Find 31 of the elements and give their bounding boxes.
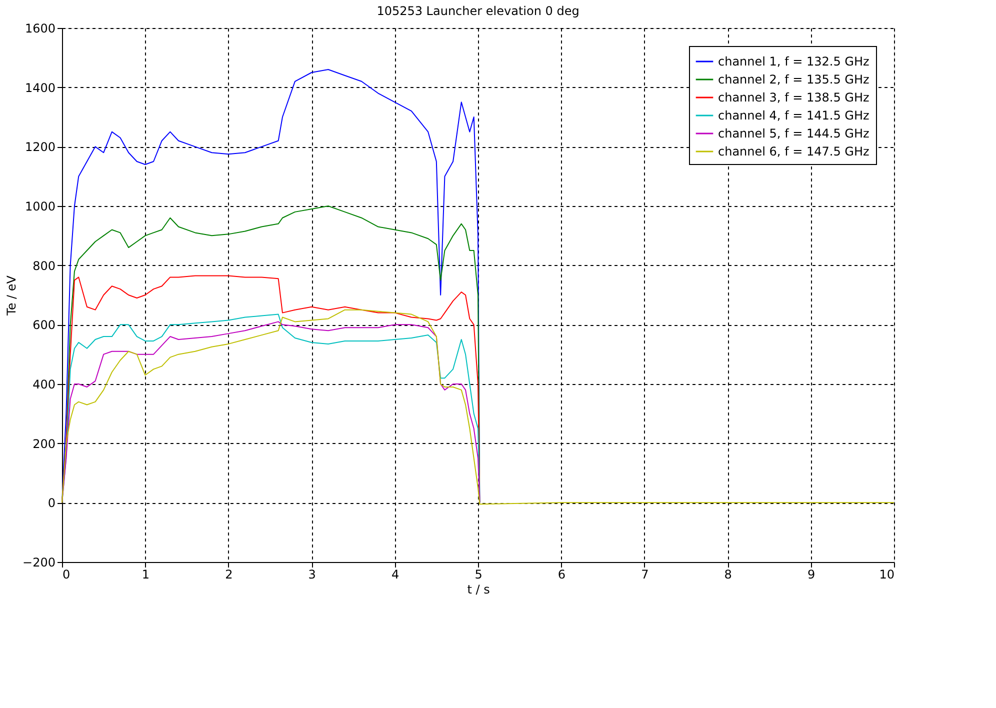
- x-tick-label: 10: [879, 568, 894, 582]
- x-tick-label: 6: [558, 568, 566, 582]
- y-axis-title: Te / eV: [4, 274, 19, 316]
- legend-label: channel 1, f = 132.5 GHz: [718, 54, 870, 68]
- y-tick-label: 1600: [24, 22, 56, 36]
- y-tick-label: 400: [32, 378, 56, 392]
- x-axis-title: t / s: [467, 582, 490, 596]
- y-tick-label: −200: [22, 556, 56, 570]
- y-tick-label: 800: [32, 258, 56, 273]
- x-tick-label: 1: [142, 568, 150, 582]
- chart-title: 105253 Launcher elevation 0 deg: [376, 4, 580, 18]
- legend-label: channel 4, f = 141.5 GHz: [718, 108, 870, 122]
- legend-label: channel 3, f = 138.5 GHz: [718, 90, 870, 104]
- y-tick-label: 600: [32, 318, 56, 332]
- legend-label: channel 6, f = 147.5 GHz: [718, 144, 870, 158]
- x-tick-label: 3: [308, 568, 316, 582]
- y-tick-label: 0: [48, 496, 56, 510]
- legend-label: channel 5, f = 144.5 GHz: [718, 126, 870, 140]
- x-tick-label: 8: [724, 568, 732, 582]
- y-tick-label: 1000: [24, 200, 56, 214]
- x-tick-label: 0: [62, 568, 70, 582]
- y-tick-label: 1400: [24, 80, 56, 95]
- x-tick-label: 4: [391, 568, 400, 582]
- x-tick-label: 9: [807, 568, 816, 582]
- x-tick-label: 2: [225, 568, 233, 582]
- line-series: [62, 309, 894, 505]
- y-tick-label: 1200: [24, 140, 56, 154]
- y-tick-label: 200: [32, 436, 56, 451]
- x-tick-label: 7: [641, 568, 649, 582]
- legend-label: channel 2, f = 135.5 GHz: [718, 72, 870, 86]
- x-tick-label: 5: [474, 568, 482, 582]
